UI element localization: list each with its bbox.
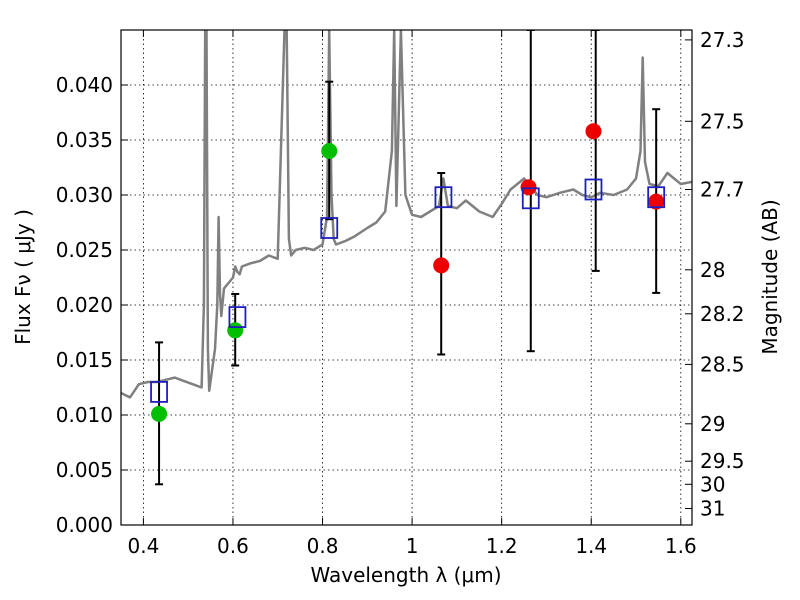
x-tick-label: 0.8 bbox=[307, 534, 339, 558]
data-point bbox=[321, 143, 338, 159]
magnitude-tick-label: 27.5 bbox=[700, 109, 745, 133]
plot-frame bbox=[120, 29, 693, 526]
magnitude-tick-label: 28 bbox=[700, 258, 725, 282]
x-tick-label: 1 bbox=[406, 534, 419, 558]
model-point bbox=[150, 380, 168, 403]
data-point bbox=[151, 405, 168, 422]
y-tick-label: 0.030 bbox=[56, 183, 113, 207]
data-point bbox=[585, 123, 602, 140]
right-axis-title: Magnitude (AB) bbox=[758, 199, 782, 354]
magnitude-tick-label: 28.2 bbox=[700, 302, 745, 326]
magnitude-tick-label: 29.5 bbox=[700, 449, 745, 473]
x-tick-label: 1.4 bbox=[575, 534, 607, 558]
magnitude-tick-label: 30 bbox=[700, 472, 725, 496]
spectrum-line bbox=[121, 30, 692, 399]
magnitude-tick-label: 27.7 bbox=[700, 178, 745, 202]
model-point bbox=[228, 306, 247, 329]
model-point bbox=[521, 187, 540, 210]
magnitude-tick-label: 28.5 bbox=[700, 352, 745, 376]
model-point bbox=[584, 178, 603, 201]
series-layer bbox=[121, 30, 692, 486]
y-tick-label: 0.005 bbox=[56, 458, 113, 482]
magnitude-tick-label: 29 bbox=[700, 412, 725, 436]
model-point bbox=[434, 186, 453, 209]
y-axis-title: Flux Fν ( μJy ) bbox=[11, 209, 35, 345]
model-point bbox=[320, 217, 339, 239]
model-point bbox=[647, 186, 666, 209]
y-tick-label: 0.000 bbox=[56, 513, 113, 537]
data-point bbox=[648, 193, 665, 210]
y-tick-label: 0.035 bbox=[56, 128, 113, 152]
magnitude-tick-label: 31 bbox=[700, 497, 725, 521]
data-point bbox=[433, 257, 450, 274]
x-tick-label: 1.2 bbox=[486, 534, 518, 558]
x-tick-label: 0.4 bbox=[127, 534, 159, 558]
ticks bbox=[121, 30, 692, 526]
y-tick-label: 0.010 bbox=[56, 403, 113, 427]
x-tick-label: 0.6 bbox=[217, 534, 249, 558]
tick-labels: 0.4 0.6 0.8 1 1.2 1.4 1.6 0.000 0.005 0.010 0.015 0… bbox=[56, 28, 745, 558]
data-point bbox=[520, 179, 537, 196]
magnitude-tick-label: 27.3 bbox=[700, 28, 745, 52]
y-tick-label: 0.020 bbox=[56, 293, 113, 317]
y-tick-label: 0.015 bbox=[56, 348, 113, 372]
x-tick-label: 1.6 bbox=[665, 534, 697, 558]
y-tick-label: 0.025 bbox=[56, 238, 113, 262]
y-tick-label: 0.040 bbox=[56, 73, 113, 97]
x-axis-title: Wavelength λ (μm) bbox=[310, 563, 501, 587]
